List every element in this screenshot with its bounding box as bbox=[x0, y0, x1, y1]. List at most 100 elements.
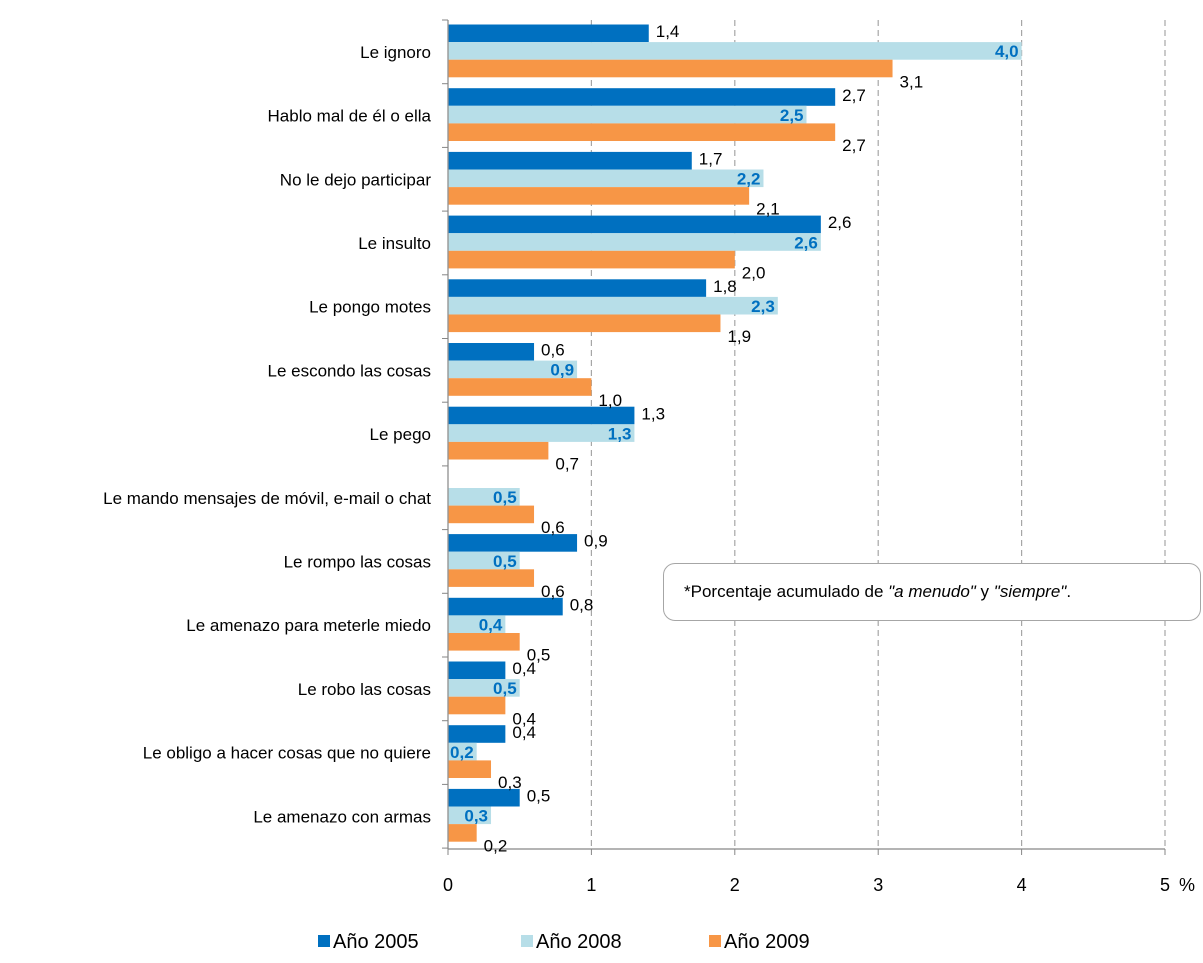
bar bbox=[448, 488, 520, 506]
bar bbox=[448, 725, 506, 743]
bar bbox=[448, 661, 506, 680]
bar bbox=[448, 760, 492, 778]
bar bbox=[448, 279, 707, 297]
bar bbox=[448, 597, 563, 616]
data-label: 0,4 bbox=[512, 709, 536, 728]
legend-label: Año 2008 bbox=[536, 931, 622, 953]
bar bbox=[448, 505, 535, 524]
bar bbox=[448, 633, 520, 651]
legend-swatch bbox=[709, 935, 721, 947]
data-label: 0,5 bbox=[493, 488, 517, 507]
bar bbox=[448, 679, 520, 697]
category-label: Le escondo las cosas bbox=[268, 361, 432, 380]
data-label: 1,9 bbox=[727, 327, 751, 346]
data-label: 0,3 bbox=[464, 807, 488, 826]
bar bbox=[448, 187, 750, 205]
axes bbox=[442, 19, 1166, 855]
footnote-joiner: y bbox=[975, 582, 994, 601]
category-label: Le obligo a hacer cosas que no quiere bbox=[143, 744, 431, 763]
data-label: 2,1 bbox=[756, 200, 780, 219]
x-tick-label: 0 bbox=[443, 875, 453, 895]
category-label: Le pongo motes bbox=[309, 298, 431, 317]
bar bbox=[448, 441, 549, 460]
bar bbox=[448, 824, 477, 842]
legend-label: Año 2009 bbox=[724, 931, 810, 953]
bar bbox=[448, 88, 836, 106]
x-unit-label: % bbox=[1179, 875, 1195, 895]
data-label: 0,6 bbox=[541, 341, 565, 360]
bar bbox=[448, 696, 506, 715]
bar bbox=[448, 378, 592, 396]
category-label: No le dejo participar bbox=[280, 170, 432, 189]
data-label: 0,8 bbox=[570, 595, 594, 614]
bar bbox=[448, 551, 520, 570]
data-label: 1,3 bbox=[641, 404, 665, 423]
data-label: 4,0 bbox=[995, 42, 1019, 61]
data-label: 0,5 bbox=[527, 787, 551, 806]
bar bbox=[448, 296, 778, 315]
bar bbox=[448, 788, 520, 807]
data-label: 0,9 bbox=[550, 361, 574, 380]
data-label: 2,5 bbox=[780, 106, 804, 125]
category-label: Le amenazo para meterle miedo bbox=[186, 616, 431, 635]
category-label: Le pego bbox=[370, 425, 431, 444]
category-label: Le insulto bbox=[358, 234, 431, 253]
legend-swatch bbox=[521, 935, 533, 947]
bar bbox=[448, 151, 692, 170]
footnote-box: *Porcentaje acumulado de "a menudo" y "s… bbox=[663, 563, 1201, 621]
bars bbox=[448, 24, 1022, 842]
value-labels: 1,4 4,0 3,1 2,7 2,5 2,7 1,7 2,2 2,1 2,6 2,6 2,0 1,8 2… bbox=[450, 22, 1019, 856]
category-label: Le rompo las cosas bbox=[284, 552, 431, 571]
bar bbox=[448, 123, 836, 141]
x-tick-labels: 0 1 2 3 4 5% bbox=[443, 875, 1195, 895]
data-label: 0,3 bbox=[498, 773, 522, 792]
bar bbox=[448, 314, 721, 333]
footnote-term-a-menudo: "a menudo" bbox=[888, 582, 976, 601]
data-label: 0,6 bbox=[541, 518, 565, 537]
data-label: 2,6 bbox=[828, 213, 852, 232]
category-label: Le ignoro bbox=[360, 43, 431, 62]
category-label: Hablo mal de él o ella bbox=[268, 107, 432, 126]
x-tick-label: 1 bbox=[586, 875, 596, 895]
category-labels: Le ignoro Hablo mal de él o ella No le dej… bbox=[103, 43, 431, 826]
data-label: 0,4 bbox=[479, 616, 503, 635]
legend-swatch bbox=[318, 935, 330, 947]
bar bbox=[448, 569, 535, 587]
bar bbox=[448, 250, 735, 269]
bar bbox=[448, 42, 1022, 60]
legend: Año 2005 Año 2008 Año 2009 bbox=[318, 931, 810, 953]
data-label: 2,7 bbox=[842, 86, 866, 105]
bar bbox=[448, 233, 821, 251]
data-label: 0,5 bbox=[493, 552, 517, 571]
footnote-suffix: . bbox=[1066, 582, 1072, 601]
footnote-term-siempre: "siempre" bbox=[993, 582, 1067, 601]
bar bbox=[448, 534, 578, 552]
bar bbox=[448, 806, 492, 825]
data-label: 0,5 bbox=[493, 679, 517, 698]
data-label: 0,2 bbox=[450, 743, 474, 762]
bar bbox=[448, 105, 807, 124]
bar bbox=[448, 742, 477, 761]
bar bbox=[448, 424, 635, 442]
bar bbox=[448, 360, 578, 379]
data-label: 1,0 bbox=[598, 391, 622, 410]
footnote-prefix: *Porcentaje acumulado de bbox=[684, 582, 889, 601]
bar bbox=[448, 343, 535, 361]
data-label: 2,3 bbox=[751, 297, 775, 316]
bar bbox=[448, 59, 893, 78]
data-label: 0,7 bbox=[555, 455, 579, 474]
data-label: 0,4 bbox=[512, 659, 536, 678]
data-label: 2,0 bbox=[742, 263, 766, 282]
data-label: 2,6 bbox=[794, 233, 818, 252]
x-tick-label: 3 bbox=[873, 875, 883, 895]
data-label: 1,3 bbox=[608, 424, 632, 443]
gridlines bbox=[590, 20, 1166, 849]
data-label: 1,8 bbox=[713, 277, 737, 296]
data-label: 0,9 bbox=[584, 532, 608, 551]
bar bbox=[448, 24, 649, 43]
data-label: 2,2 bbox=[737, 170, 761, 189]
category-label: Le mando mensajes de móvil, e-mail o cha… bbox=[103, 489, 431, 508]
data-label: 0,2 bbox=[484, 837, 508, 856]
bar bbox=[448, 615, 506, 633]
data-label: 0,4 bbox=[512, 723, 536, 742]
